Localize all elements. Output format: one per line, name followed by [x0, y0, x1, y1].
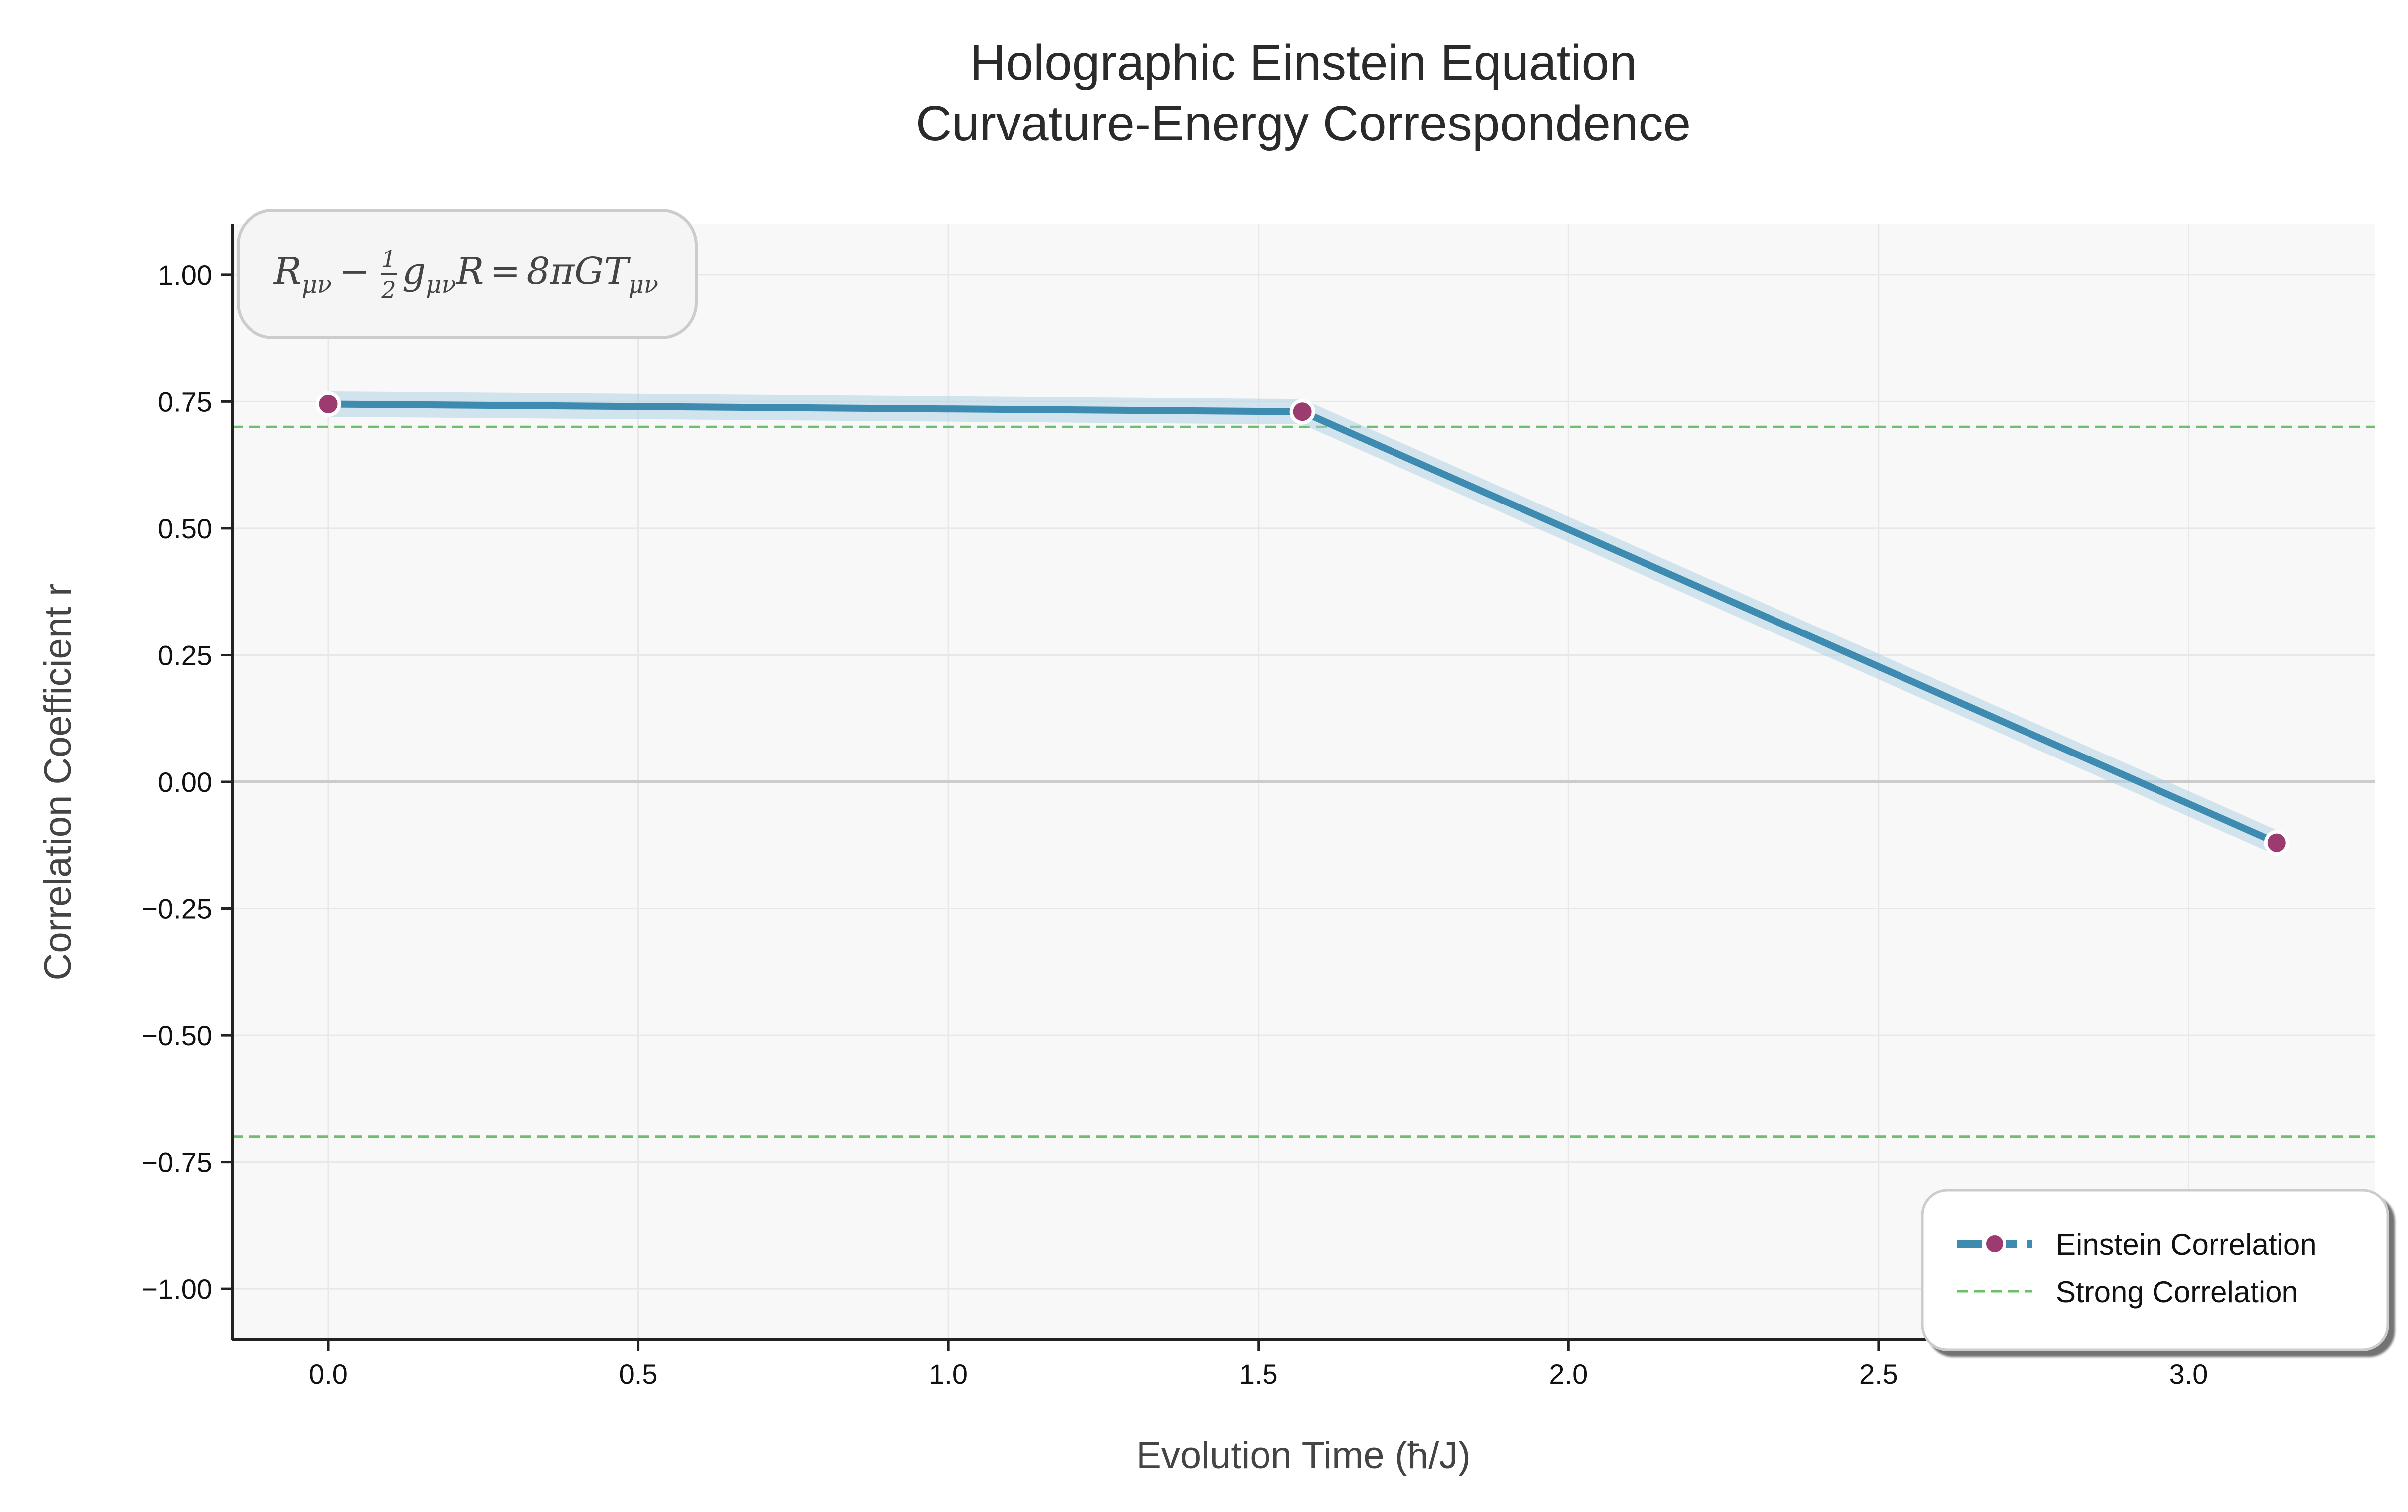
reference-lines	[232, 425, 2375, 1138]
data-point	[1289, 399, 1315, 425]
legend-label-strong: Strong Correlation	[2056, 1275, 2298, 1309]
x-ticks: 0.0 0.5 1.0 1.5 2.0 2.5 3.0	[309, 1340, 2208, 1389]
y-tick-label: 0.25	[158, 639, 212, 671]
legend: Einstein Correlation Strong Correlation	[1921, 1189, 2389, 1351]
y-tick-label: −1.00	[141, 1273, 212, 1305]
equation-frac-num: 1	[381, 246, 396, 272]
data-point	[2264, 830, 2289, 856]
legend-label-einstein: Einstein Correlation	[2056, 1228, 2317, 1261]
x-tick-label: 2.5	[1859, 1358, 1898, 1389]
series-layer	[315, 391, 2289, 856]
x-tick-label: 0.0	[309, 1358, 348, 1389]
legend-box	[1921, 1189, 2389, 1351]
x-tick-label: 1.5	[1239, 1358, 1278, 1389]
x-tick-label: 2.0	[1549, 1358, 1588, 1389]
y-tick-label: −0.75	[141, 1147, 212, 1178]
x-tick-label: 3.0	[2169, 1358, 2208, 1389]
data-point	[315, 391, 341, 417]
y-tick-label: −0.50	[141, 1020, 212, 1051]
x-axis-label: Evolution Time (ħ/J)	[1136, 1434, 1471, 1477]
equation-annotation: Rμν − 1 2 gμνR = 8πGTμν	[237, 209, 698, 339]
legend-marker-einstein	[1983, 1232, 2006, 1255]
y-tick-label: 0.00	[158, 766, 212, 798]
y-tick-label: 0.50	[158, 513, 212, 544]
equation-text: Rμν −	[273, 250, 370, 299]
equation-box	[237, 209, 698, 339]
chart-title-line-1: Holographic Einstein Equation	[970, 35, 1637, 91]
equation-text-rest: gμνR = 8πGTμν	[402, 250, 658, 299]
y-tick-label: 0.75	[158, 386, 212, 417]
x-tick-label: 1.0	[929, 1358, 968, 1389]
equation-frac-den: 2	[381, 276, 396, 303]
y-axis-label: Correlation Coefficient r	[37, 584, 79, 981]
y-tick-label: 1.00	[158, 259, 212, 291]
x-tick-label: 0.5	[619, 1358, 658, 1389]
y-tick-label: −0.25	[141, 893, 212, 925]
chart-title-line-2: Curvature-Energy Correspondence	[916, 96, 1691, 151]
y-ticks: 1.00 0.75 0.50 0.25 0.00 −0.25 −0.50 −0.75 −1.00	[141, 259, 232, 1305]
